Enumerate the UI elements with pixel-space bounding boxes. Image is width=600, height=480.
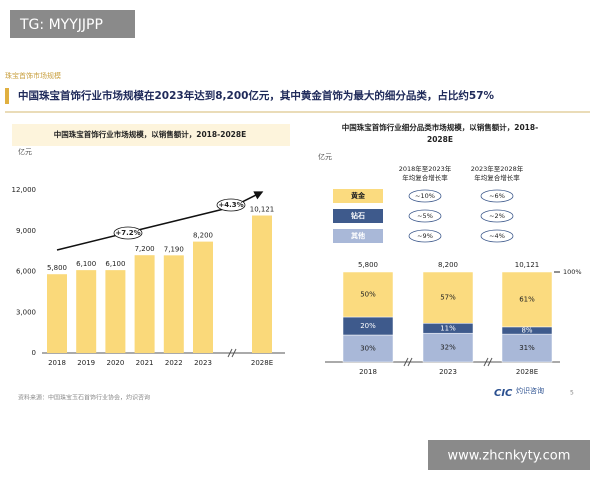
chart-title: 中国珠宝首饰行业细分品类市场规模，以销售额计，2018- <box>342 122 539 132</box>
source: 资料来源：中国珠宝玉石首饰行业协会，灼识咨询 <box>18 394 150 402</box>
watermark: www.zhcnkyty.com <box>448 449 571 464</box>
cagr-header: 年均复合增长率 <box>402 173 448 182</box>
chart-title: 中国珠宝首饰行业市场规模，以销售额计，2018-2028E <box>54 129 246 139</box>
legend-label: 钻石 <box>351 211 365 220</box>
bar-segment <box>501 271 553 328</box>
cagr-oval <box>408 229 442 243</box>
x-tick-label: 2023 <box>194 359 212 367</box>
bar <box>105 270 126 353</box>
y-tick-label: 0 <box>32 349 36 357</box>
axis-break <box>403 357 409 367</box>
axis-break <box>231 348 237 358</box>
section-label: 珠宝首饰市场规模 <box>5 71 61 80</box>
cagr-label: ~9% <box>417 232 433 240</box>
value-label: 8,200 <box>193 232 213 240</box>
bar-segment <box>422 271 474 324</box>
cagr-oval <box>408 209 442 223</box>
value-label: 8% <box>521 327 532 335</box>
value-label: 30% <box>360 345 376 353</box>
x-tick-label: 2022 <box>165 359 183 367</box>
bar <box>252 215 272 353</box>
cagr-oval <box>480 189 514 203</box>
legend-label: 其他 <box>351 231 365 240</box>
logo-text: 灼识咨询 <box>516 386 544 395</box>
slide-title: 中国珠宝首饰行业市场规模在2023年达到8,200亿元，其中黄金首饰为最大的细分… <box>18 89 495 102</box>
cagr-label: ~4% <box>489 232 505 240</box>
y-tick-label: 9,000 <box>16 227 36 235</box>
cagr-label: ~2% <box>489 212 505 220</box>
legend-label: 黄金 <box>351 191 366 200</box>
watermark-box <box>428 440 590 470</box>
left-title-bg <box>12 124 290 146</box>
value-label: 32% <box>440 344 456 352</box>
total-label: 10,121 <box>515 261 540 269</box>
value-label: 10,121 <box>250 206 275 214</box>
cagr-label: +7.2% <box>115 229 140 237</box>
value-label: 57% <box>440 294 456 302</box>
cagr-header: 2023年至2028年 <box>471 164 524 173</box>
bar-segment <box>422 332 474 363</box>
watermark-box <box>10 10 135 38</box>
cagr-oval <box>113 226 143 240</box>
cagr-oval <box>480 229 514 243</box>
chart-title: 2028E <box>427 135 453 144</box>
value-label: 6,100 <box>105 260 125 268</box>
value-label: 7,200 <box>135 245 155 253</box>
cagr-label: ~6% <box>489 192 505 200</box>
cagr-label: +4.3% <box>218 201 243 209</box>
axis-break <box>483 357 489 367</box>
watermark: TG: MYYJJPP <box>19 17 103 33</box>
x-tick-label: 2021 <box>136 359 154 367</box>
value-label: 61% <box>519 295 535 303</box>
axis-break <box>407 357 413 367</box>
x-tick-label: 2020 <box>106 359 124 367</box>
cagr-label: ~10% <box>415 192 435 200</box>
bar <box>193 241 213 353</box>
legend-swatch <box>333 209 383 223</box>
bar <box>76 270 97 353</box>
value-label: 31% <box>519 344 535 352</box>
total-label: 5,800 <box>358 261 378 269</box>
annotation: 100% <box>563 268 582 276</box>
legend-swatch <box>333 229 383 243</box>
value-label: 6,100 <box>76 260 96 268</box>
axis-break <box>487 357 493 367</box>
y-tick-label: 3,000 <box>16 308 36 316</box>
x-tick-label: 2018 <box>48 359 66 367</box>
y-unit: 亿元 <box>18 147 32 156</box>
cagr-header: 2018年至2023年 <box>399 164 452 173</box>
page-number: 5 <box>570 390 574 397</box>
cagr-oval <box>408 189 442 203</box>
trend-arrow <box>56 191 264 251</box>
legend-swatch <box>333 189 383 203</box>
bar <box>134 255 155 353</box>
x-tick-label: 2023 <box>439 368 457 376</box>
axis-break <box>227 348 233 358</box>
cagr-oval <box>480 209 514 223</box>
value-label: 11% <box>440 324 456 332</box>
y-tick-label: 6,000 <box>16 268 36 276</box>
bar <box>163 255 184 353</box>
logo: CIC <box>494 388 513 399</box>
bar <box>47 274 67 353</box>
y-unit: 亿元 <box>318 152 332 161</box>
x-tick-label: 2028E <box>516 368 538 376</box>
bar-segment <box>342 271 394 318</box>
x-tick-label: 2028E <box>251 359 273 367</box>
value-label: 20% <box>360 322 376 330</box>
x-tick-label: 2018 <box>359 368 377 376</box>
cagr-label: ~5% <box>417 212 433 220</box>
value-label: 50% <box>360 291 376 299</box>
value-label: 5,800 <box>47 264 67 272</box>
total-label: 8,200 <box>438 261 458 269</box>
x-tick-label: 2019 <box>77 359 95 367</box>
y-tick-label: 12,000 <box>12 186 37 194</box>
cagr-oval <box>216 198 246 212</box>
value-label: 7,190 <box>164 245 184 253</box>
cagr-header: 年均复合增长率 <box>474 173 520 182</box>
title-marker <box>5 88 9 104</box>
